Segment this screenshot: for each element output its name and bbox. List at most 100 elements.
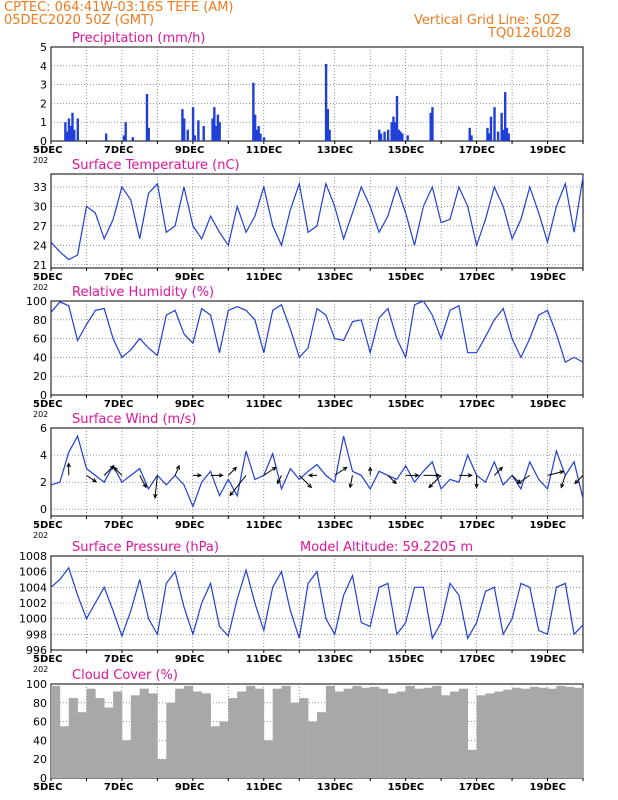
- wind-arrow: [66, 462, 71, 476]
- cloud-column: [370, 686, 380, 778]
- wind-arrow-head: [142, 483, 147, 489]
- cloud-column: [503, 689, 513, 778]
- wind-arrow-head: [342, 466, 348, 472]
- cloud-column: [201, 693, 211, 778]
- wind-arrow: [516, 474, 531, 485]
- cloud-column: [272, 688, 282, 778]
- cloud-xtick-label: 17DEC: [459, 782, 495, 793]
- precip-bar: [493, 107, 496, 141]
- precip-bar: [324, 63, 328, 141]
- wind-series-line: [50, 434, 584, 509]
- pres-ytick-label: 1006: [19, 566, 47, 579]
- precip-bar: [252, 82, 255, 141]
- wind-arrow-shaft: [263, 466, 277, 476]
- precip-xtick-label: 9DEC: [175, 145, 204, 156]
- precip-xtick-label: 19DEC: [530, 145, 566, 156]
- rh-frame: [50, 300, 584, 396]
- cloud-column: [175, 688, 185, 778]
- cloud-xtick-label: 5DEC: [33, 782, 62, 793]
- rh-title: Relative Humidity (%): [72, 285, 214, 300]
- precip-bar: [104, 133, 108, 141]
- wind-arrow-shaft: [428, 475, 442, 488]
- precip-xtick-label: 15DEC: [388, 145, 424, 156]
- cloud-column: [77, 712, 87, 778]
- precip-bar: [145, 94, 149, 141]
- wind-arrow: [174, 464, 180, 476]
- wind-xtick-label: 5DEC: [33, 520, 62, 531]
- wind-ytick-label: 4: [40, 449, 47, 462]
- wind-arrow-head: [271, 466, 277, 472]
- precip-bar: [183, 118, 186, 141]
- rh-xtick-label: 17DEC: [459, 399, 495, 410]
- vertical-grid-note: Vertical Grid Line: 50Z: [414, 13, 560, 28]
- precip-bar: [255, 129, 259, 141]
- wind-arrow: [227, 466, 238, 476]
- pres-xtick-label: 5DEC: [33, 654, 62, 665]
- rh-ytick-label: 20: [33, 370, 47, 383]
- wind-arrow-head: [498, 466, 504, 472]
- temp-year-stub: 202: [33, 283, 48, 292]
- precip-bar: [399, 131, 402, 141]
- cloud-column: [325, 685, 336, 778]
- temp-ytick-label: 33: [33, 181, 47, 194]
- precip-bar: [193, 135, 197, 141]
- wind-arrow: [192, 473, 203, 478]
- cloud-column: [121, 740, 132, 778]
- cloud-xtick-label: 11DEC: [246, 782, 282, 793]
- cloud-ytick-label: 0: [40, 772, 47, 785]
- temp-xtick-label: 13DEC: [317, 272, 353, 283]
- cloud-ytick-label: 100: [26, 678, 47, 691]
- wind-title: Surface Wind (m/s): [72, 412, 196, 427]
- wind-arrow-head: [276, 479, 282, 485]
- wind-arrow-shaft: [227, 467, 237, 476]
- cloud-title: Cloud Cover (%): [72, 668, 178, 683]
- precip-bar: [218, 122, 221, 141]
- wind-arrow-head: [229, 491, 234, 497]
- cloud-column: [574, 687, 584, 778]
- temp-ytick-label: 27: [33, 220, 47, 233]
- cloud-column: [538, 687, 548, 778]
- temp-xtick-label: 7DEC: [104, 272, 133, 283]
- cloud-column: [113, 691, 123, 778]
- cloud-column: [432, 685, 442, 778]
- pres-xtick-label: 9DEC: [175, 654, 204, 665]
- wind-arrow: [423, 473, 441, 478]
- cloud-column: [263, 740, 273, 778]
- wind-arrow-shaft: [277, 475, 282, 484]
- cloud-column: [414, 688, 424, 778]
- wind-arrow-head: [92, 478, 98, 483]
- temp-xtick-label: 17DEC: [459, 272, 495, 283]
- run-date: 05DEC2020 50Z (GMT): [4, 13, 155, 28]
- temp-series-line: [50, 177, 584, 261]
- precip-xtick-label: 17DEC: [459, 145, 495, 156]
- pres-xtick-label: 13DEC: [317, 654, 353, 665]
- temp-frame: [50, 173, 584, 269]
- precip-bar: [406, 135, 409, 141]
- wind-arrow-head: [348, 483, 353, 489]
- cloud-column: [281, 685, 291, 778]
- wind-arrow: [103, 464, 115, 476]
- cloud-column: [529, 686, 539, 778]
- rh-ytick-label: 40: [33, 351, 47, 364]
- precip-bar: [202, 125, 205, 141]
- cloud-xtick-label: 19DEC: [530, 782, 566, 793]
- cloud-column: [95, 698, 105, 778]
- pres-series-line: [50, 566, 584, 641]
- precip-xtick-label: 11DEC: [246, 145, 282, 156]
- wind-arrow-shaft: [139, 475, 147, 488]
- precip-bar: [383, 131, 386, 141]
- precip-bar: [394, 122, 397, 141]
- wind-arrow-shaft: [517, 474, 531, 484]
- precip-bar: [211, 118, 214, 141]
- precip-bar: [401, 133, 404, 141]
- rh-ytick-label: 100: [26, 295, 47, 308]
- rh-ytick-label: 60: [33, 333, 47, 346]
- precip-bar: [503, 92, 507, 141]
- precip-bar: [496, 131, 500, 141]
- wind-arrow-head: [414, 473, 420, 478]
- wind-arrow-head: [175, 464, 180, 470]
- wind-arrow: [276, 475, 282, 485]
- precip-bar: [397, 129, 400, 141]
- temp-xtick-label: 5DEC: [33, 272, 62, 283]
- wind-arrow: [298, 475, 313, 489]
